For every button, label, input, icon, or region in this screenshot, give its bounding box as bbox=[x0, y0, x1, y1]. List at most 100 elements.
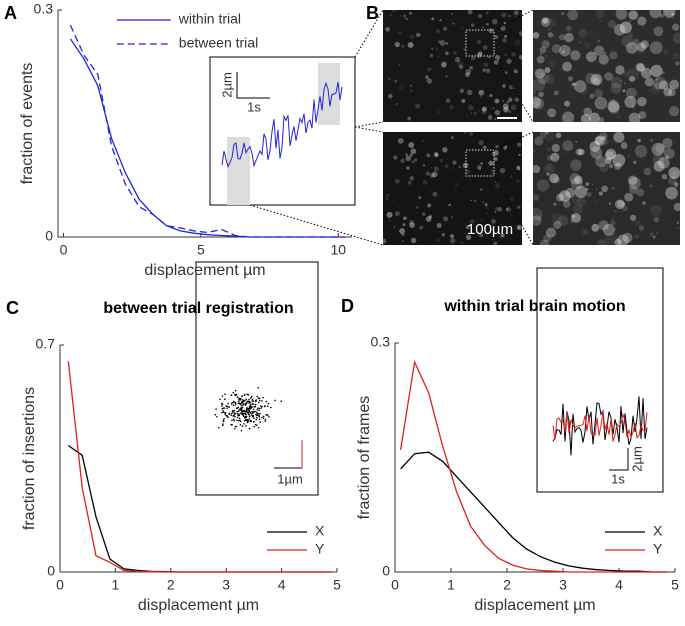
speck bbox=[586, 191, 592, 197]
speck bbox=[407, 180, 412, 185]
dot bbox=[221, 395, 224, 397]
speck bbox=[506, 100, 510, 104]
speck bbox=[487, 115, 493, 121]
scale-label: 1µm bbox=[277, 471, 303, 486]
speck bbox=[495, 35, 498, 39]
speck bbox=[591, 223, 600, 232]
dot bbox=[244, 399, 246, 402]
dot bbox=[250, 413, 253, 415]
dot bbox=[253, 417, 255, 419]
speck bbox=[480, 161, 484, 165]
speck bbox=[435, 47, 439, 51]
x-tick-label: 4 bbox=[615, 577, 623, 593]
speck bbox=[574, 185, 588, 199]
speck bbox=[651, 142, 665, 156]
speck bbox=[559, 44, 571, 57]
dot bbox=[230, 414, 233, 416]
dot bbox=[257, 413, 260, 415]
speck bbox=[478, 139, 484, 146]
speck bbox=[430, 167, 433, 169]
speck bbox=[506, 58, 512, 64]
speck bbox=[468, 104, 474, 111]
speck bbox=[596, 200, 598, 202]
x-tick-label: 2 bbox=[503, 577, 511, 593]
speck bbox=[642, 201, 646, 205]
dot bbox=[258, 414, 260, 417]
speck bbox=[598, 54, 609, 65]
speck bbox=[673, 202, 683, 212]
speck bbox=[388, 77, 391, 80]
dot bbox=[248, 398, 250, 401]
speck bbox=[551, 213, 562, 224]
speck bbox=[398, 84, 404, 90]
speck bbox=[392, 199, 395, 203]
speck bbox=[425, 216, 432, 222]
speck bbox=[635, 62, 645, 72]
speck bbox=[492, 107, 495, 110]
speck bbox=[564, 32, 574, 43]
x-axis-label: displacement µm bbox=[144, 262, 265, 279]
speck bbox=[546, 165, 552, 171]
scatter-cloud bbox=[214, 386, 283, 432]
scale-label: 1s bbox=[611, 471, 625, 486]
speck bbox=[427, 67, 432, 72]
legend-label: Y bbox=[315, 541, 325, 557]
speck bbox=[663, 87, 673, 97]
dot bbox=[259, 412, 261, 415]
speck bbox=[572, 204, 583, 215]
speck bbox=[483, 62, 489, 68]
speck bbox=[394, 41, 400, 48]
speck bbox=[578, 148, 585, 156]
speck bbox=[409, 219, 414, 225]
speck bbox=[574, 175, 583, 185]
dot bbox=[221, 408, 224, 410]
speck bbox=[591, 79, 594, 82]
dot bbox=[232, 404, 235, 407]
panel-label: D bbox=[341, 296, 354, 316]
speck bbox=[621, 205, 628, 212]
speck bbox=[562, 61, 572, 72]
dot bbox=[247, 400, 250, 403]
speck bbox=[445, 51, 449, 56]
chart-title: between trial registration bbox=[103, 300, 293, 317]
speck bbox=[592, 183, 594, 185]
speck bbox=[462, 162, 469, 169]
speck bbox=[408, 11, 413, 16]
dot bbox=[241, 425, 244, 427]
speck bbox=[469, 179, 472, 182]
speck bbox=[425, 75, 429, 80]
dot bbox=[243, 422, 245, 425]
speck bbox=[563, 100, 570, 107]
speck bbox=[539, 78, 546, 85]
speck bbox=[543, 163, 555, 174]
dot bbox=[231, 401, 234, 404]
speck bbox=[429, 53, 434, 58]
dot bbox=[253, 405, 255, 408]
speck bbox=[634, 77, 636, 80]
speck bbox=[398, 64, 400, 66]
speck bbox=[612, 187, 615, 190]
speck bbox=[440, 61, 447, 68]
speck bbox=[445, 98, 451, 103]
dot bbox=[222, 423, 224, 425]
speck bbox=[515, 15, 517, 18]
speck bbox=[597, 39, 601, 43]
x-tick-label: 0 bbox=[60, 242, 68, 258]
speck bbox=[483, 68, 486, 71]
dot bbox=[237, 400, 240, 403]
speck bbox=[449, 104, 454, 110]
speck bbox=[539, 131, 546, 138]
speck bbox=[622, 89, 626, 93]
speck bbox=[674, 184, 679, 188]
x-tick-label: 3 bbox=[559, 577, 567, 593]
dot bbox=[238, 398, 240, 401]
speck bbox=[598, 191, 604, 196]
speck bbox=[478, 109, 481, 112]
speck bbox=[653, 216, 660, 223]
dot bbox=[234, 394, 237, 397]
speck bbox=[621, 35, 634, 48]
speck bbox=[467, 9, 473, 15]
dot bbox=[270, 406, 272, 409]
dot bbox=[239, 402, 241, 405]
dot bbox=[236, 412, 239, 415]
